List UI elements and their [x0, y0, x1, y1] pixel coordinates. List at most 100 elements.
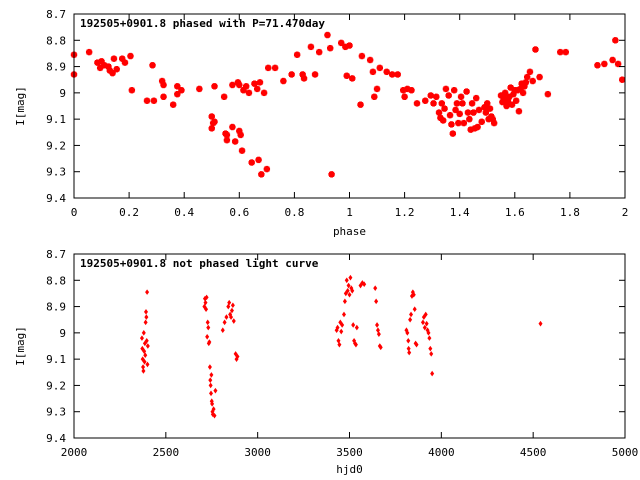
phased-data-point [236, 127, 243, 135]
unphased-data-point [205, 319, 210, 326]
phased-data-point [529, 77, 536, 85]
phased-data-point [532, 46, 539, 53]
unphased-data-point [213, 387, 218, 394]
phased-data-point [484, 100, 491, 107]
phased-data-point [475, 106, 483, 114]
unphased-data-point [340, 322, 345, 328]
unphased-data-point [204, 294, 209, 301]
phased-data-point [300, 75, 308, 82]
phased-data-point [208, 113, 215, 120]
phased-data-point [481, 104, 488, 111]
phased-x-tick-label: 1.8 [560, 206, 580, 219]
phased-data-point [619, 76, 626, 83]
phased-data-point [463, 88, 470, 95]
unphased-tick-labels: 2000 2500 3000 3500 4000 4500 5000 8.7 8.8 8.9 9 9.… [46, 248, 638, 459]
unphased-data-point [378, 344, 383, 351]
unphased-data-point [211, 406, 216, 412]
phased-data-point [562, 48, 569, 56]
phased-data-point [324, 31, 331, 39]
phased-data-point [238, 147, 246, 154]
phased-data-point [442, 85, 450, 93]
unphased-data-point [229, 307, 234, 314]
phased-data-point [408, 87, 415, 94]
unphased-data-point [538, 320, 543, 327]
phased-data-point [143, 97, 151, 104]
unphased-y-tick-label: 9.2 [46, 379, 66, 392]
phased-data-point [453, 100, 461, 107]
phased-data-point [438, 100, 445, 107]
unphased-data-point [224, 314, 229, 320]
unphased-data-point [406, 337, 411, 344]
phased-data-point [430, 100, 437, 107]
unphased-data-point [347, 291, 352, 298]
phased-data-point [349, 75, 356, 82]
unphased-x-tick-label: 2000 [61, 446, 88, 459]
phased-data-point [110, 55, 118, 62]
unphased-data-point [209, 390, 214, 397]
phased-y-tick-label: 9.4 [46, 192, 66, 205]
phased-x-tick-label: 1.2 [395, 206, 415, 219]
phased-data-point [160, 81, 167, 89]
phased-data-point [557, 48, 564, 56]
unphased-data-point [409, 311, 414, 318]
phased-data-point [288, 71, 295, 78]
phased-data-point [263, 165, 271, 173]
phased-x-tick-label: 1.4 [450, 206, 470, 219]
unphased-data-point [422, 324, 427, 331]
phased-data-point [169, 101, 177, 108]
phased-data-point [507, 84, 514, 91]
phased-data-point [489, 115, 496, 123]
phased-y-tick-label: 9.3 [46, 166, 66, 179]
phased-data-point [220, 93, 228, 100]
unphased-data-point [229, 314, 234, 320]
phased-data-point [255, 156, 262, 164]
unphased-y-tick-label: 8.8 [46, 274, 66, 287]
phased-data-point [327, 44, 334, 52]
unphased-data-point [209, 372, 214, 378]
unphased-data-point [143, 352, 148, 358]
phased-data-point [105, 63, 112, 70]
unphased-data-point [334, 327, 339, 334]
phased-data-point [383, 68, 390, 76]
phased-y-tick-label: 9 [59, 87, 66, 100]
phased-data-point [400, 87, 407, 94]
unphased-data-point [140, 356, 145, 362]
phased-x-tick-label: 1.6 [505, 206, 525, 219]
phased-data-point [208, 125, 215, 132]
phased-data-point [594, 62, 601, 69]
unphased-data-point [142, 358, 147, 365]
unphased-data-point [143, 319, 148, 326]
phased-data-point [271, 64, 279, 72]
unphased-data-point [427, 335, 432, 341]
unphased-y-tick-label: 8.7 [46, 248, 66, 261]
phased-data-point [307, 43, 315, 51]
phased-data-point [614, 60, 622, 68]
phased-data-point [523, 73, 531, 81]
phased-data-point [101, 62, 108, 69]
phased-data-point [501, 89, 509, 97]
phased-data-point [433, 93, 440, 100]
unphased-x-tick-label: 5000 [612, 446, 639, 459]
phased-data-point [521, 83, 528, 90]
unphased-data-point [423, 311, 428, 318]
phased-data-point [482, 109, 490, 116]
phased-data-point [376, 64, 384, 72]
phased-data-point [499, 98, 506, 106]
unphased-data-point [203, 299, 208, 306]
unphased-x-tick-label: 2500 [153, 446, 180, 459]
unphased-data-point [210, 401, 215, 407]
phased-data-point [174, 83, 181, 90]
unphased-data-point [360, 280, 365, 286]
unphased-data-point [342, 298, 347, 305]
phased-data-point [119, 55, 126, 62]
phased-plot-title: 192505+0901.8 phased with P=71.470day [80, 17, 325, 30]
phased-data-point [497, 92, 505, 99]
phased-data-point [544, 90, 552, 98]
phased-data-point [315, 48, 323, 56]
phased-data-point [441, 105, 448, 112]
phased-data-point [508, 101, 516, 108]
phased-data-point [342, 43, 349, 51]
phased-data-point [518, 80, 525, 87]
unphased-data-point [344, 277, 349, 284]
unphased-data-point [412, 306, 417, 312]
